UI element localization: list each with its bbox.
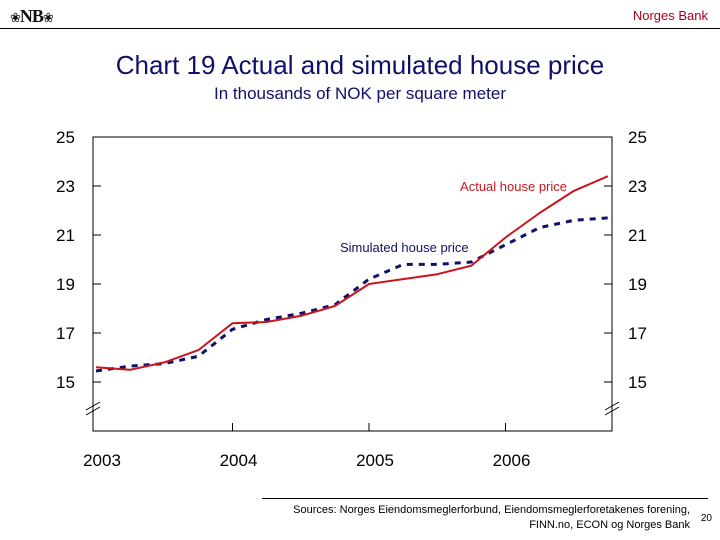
y-tick-label-right: 17 (628, 324, 647, 343)
x-tick-label: 2003 (83, 451, 121, 470)
simulated-price-label: Simulated house price (340, 240, 469, 255)
y-tick-label-right: 23 (628, 177, 647, 196)
axis-break-mark (85, 401, 101, 411)
y-tick-label-left: 23 (56, 177, 75, 196)
y-tick-label-right: 21 (628, 226, 647, 245)
y-tick-label-left: 15 (56, 373, 75, 392)
sources-note: Sources: Norges Eiendomsmeglerforbund, E… (293, 503, 690, 533)
y-tick-label-left: 25 (56, 128, 75, 147)
sources-line-1: Sources: Norges Eiendomsmeglerforbund, E… (293, 504, 690, 516)
footer-rule (262, 498, 708, 499)
axis-break-mark (604, 406, 620, 416)
chart-title: Chart 19 Actual and simulated house pric… (115, 50, 605, 80)
logo-text: NB (19, 6, 44, 26)
y-tick-label-left: 21 (56, 226, 75, 245)
chart-subtitle: In thousands of NOK per square meter (214, 84, 506, 103)
bank-name: Norges Bank (632, 8, 708, 23)
y-tick-label-right: 15 (628, 373, 647, 392)
x-axis: 2003 2004 2005 2006 (83, 423, 530, 470)
axis-break-right (604, 401, 620, 416)
series-lines (95, 175, 609, 373)
x-tick-label: 2006 (493, 451, 531, 470)
x-tick-label: 2004 (220, 451, 258, 470)
axis-break-left (85, 401, 101, 416)
y-tick-label-left: 17 (56, 324, 75, 343)
axis-break-mark (85, 406, 101, 416)
page-number: 20 (700, 513, 712, 524)
y-tick-label-left: 19 (56, 275, 75, 294)
y-tick-label-right: 19 (628, 275, 647, 294)
ornament-right-icon: ❀ (42, 10, 54, 25)
y-axis-right: 15 17 19 21 23 25 (604, 128, 647, 392)
actual-price-line (95, 175, 609, 371)
norges-bank-logo: ❀NB❀ (10, 6, 54, 27)
axis-break-mark (604, 401, 620, 411)
sources-line-2: FINN.no, ECON og Norges Bank (529, 519, 690, 531)
y-axis-left: 15 17 19 21 23 25 (56, 128, 101, 392)
actual-price-label: Actual house price (460, 179, 567, 194)
simulated-price-line (95, 216, 609, 373)
header-rule (0, 28, 720, 29)
y-tick-label-right: 25 (628, 128, 647, 147)
ornament-left-icon: ❀ (10, 10, 21, 25)
x-tick-label: 2005 (356, 451, 394, 470)
series-labels: Actual house price Simulated house price (340, 179, 567, 255)
